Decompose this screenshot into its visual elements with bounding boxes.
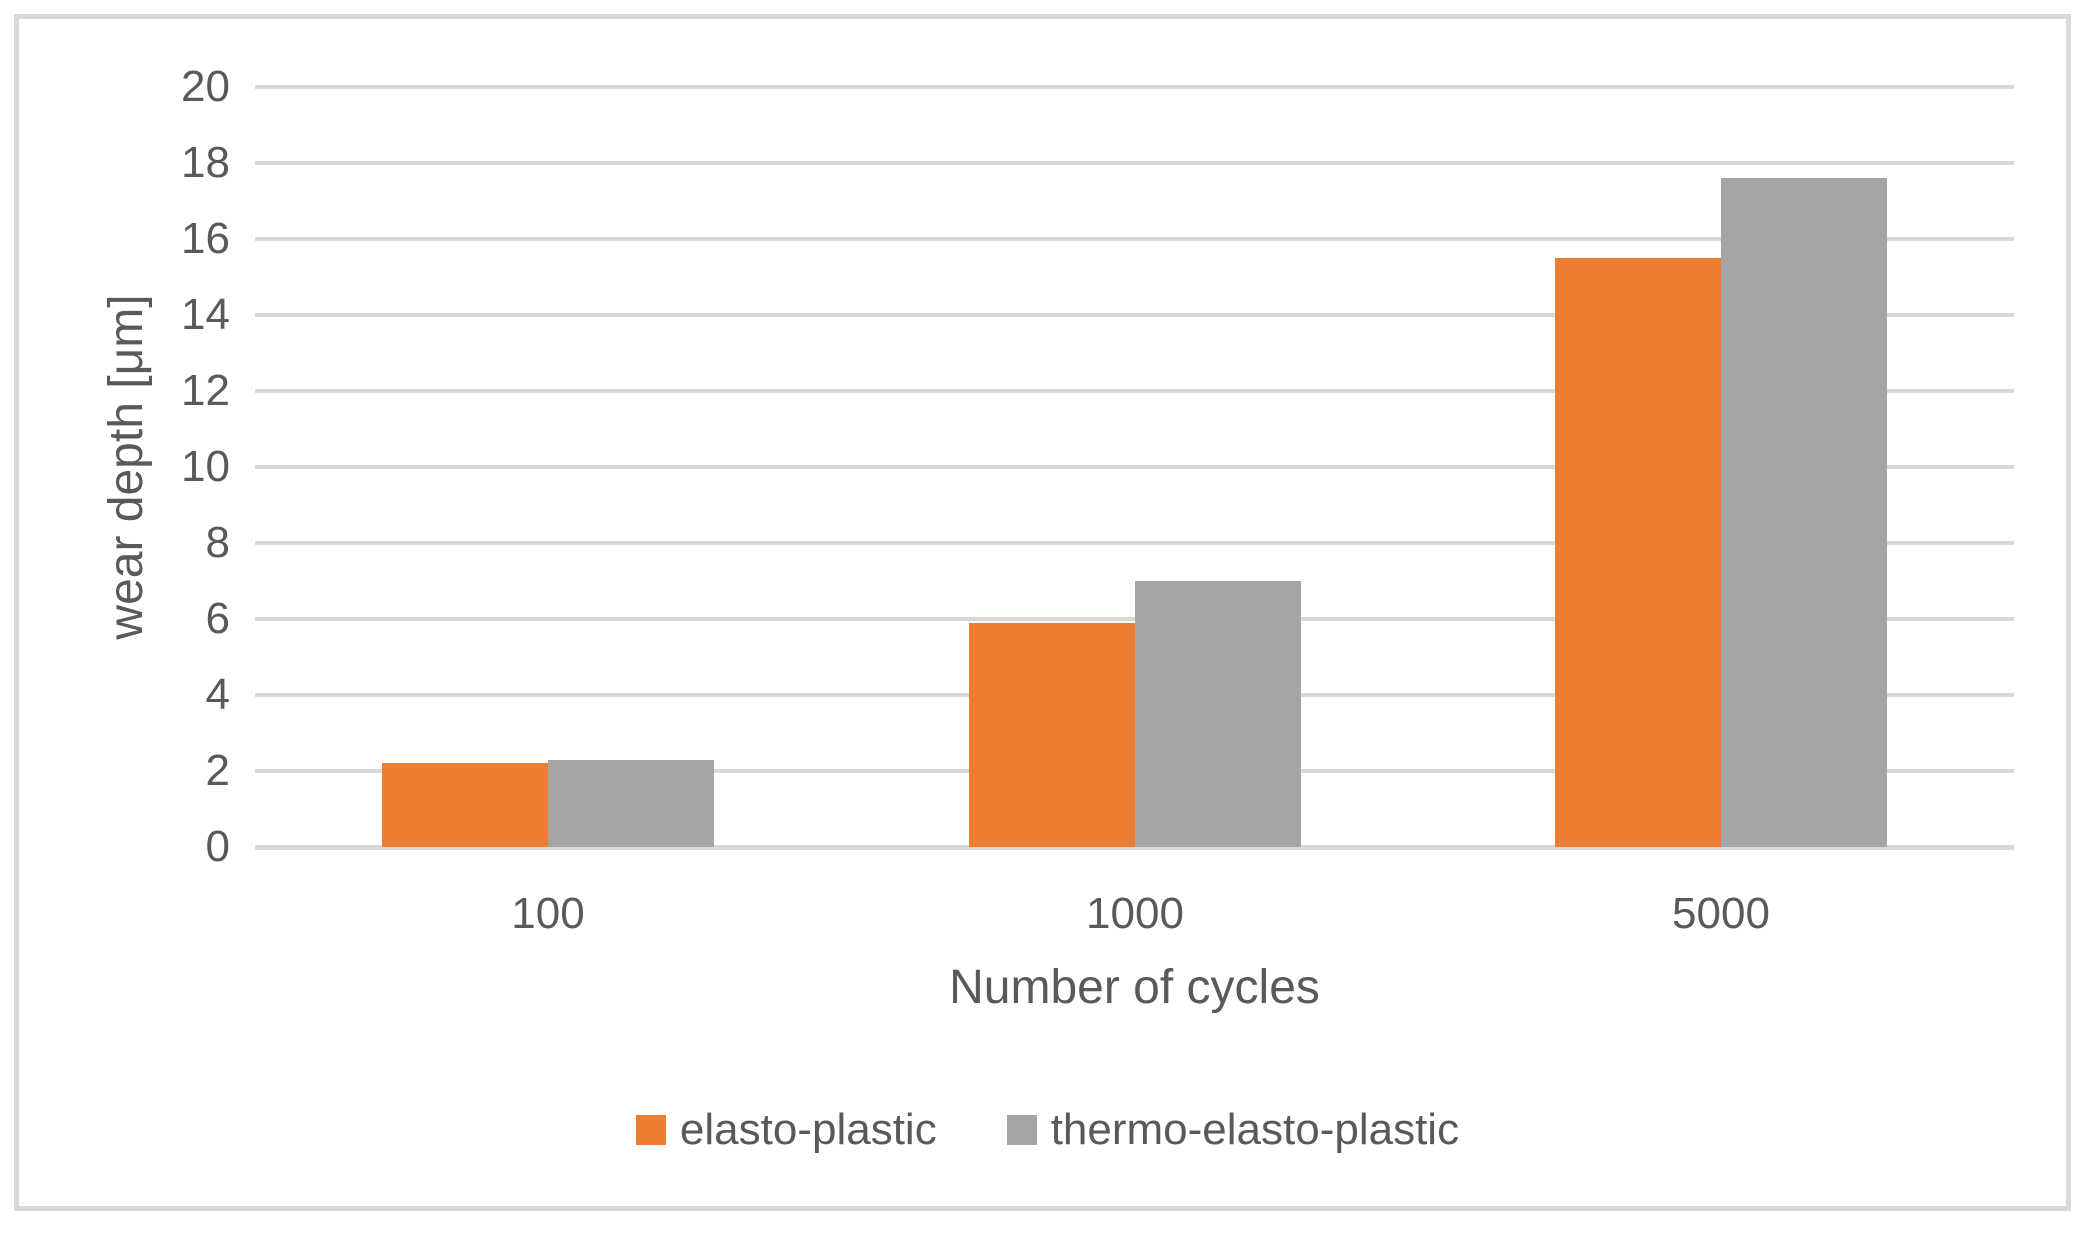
bar-thermo-elasto-plastic — [1135, 581, 1301, 847]
y-tick-label: 14 — [181, 290, 230, 339]
y-tick-label: 4 — [205, 670, 230, 719]
y-tick-label: 18 — [181, 138, 230, 187]
legend-item-elasto-plastic: elasto-plastic — [635, 1104, 937, 1156]
gridline — [255, 161, 2014, 165]
gridline — [255, 617, 2014, 621]
bar-elasto-plastic — [969, 623, 1135, 847]
chart-legend: elasto-plastic thermo-elasto-plastic — [0, 1098, 2095, 1162]
y-tick-label: 8 — [205, 518, 230, 567]
y-tick-label: 16 — [181, 214, 230, 263]
legend-item-thermo-elasto-plastic: thermo-elasto-plastic — [1006, 1104, 1460, 1156]
y-tick-label: 10 — [181, 442, 230, 491]
y-tick-label: 6 — [205, 594, 230, 643]
gridline — [255, 541, 2014, 545]
y-axis-title: wear depth [μm] — [100, 294, 153, 640]
x-axis-title: Number of cycles — [949, 961, 1320, 1014]
x-tick-label: 100 — [511, 889, 585, 938]
bar-thermo-elasto-plastic — [548, 760, 714, 847]
bar-elasto-plastic — [382, 763, 548, 847]
bar-elasto-plastic — [1555, 258, 1721, 847]
x-tick-label: 5000 — [1672, 889, 1770, 938]
y-tick-label: 12 — [181, 366, 230, 415]
x-tick-label: 1000 — [1086, 889, 1184, 938]
gridline — [255, 465, 2014, 469]
legend-label-thermo-elasto-plastic: thermo-elasto-plastic — [1050, 1105, 1460, 1154]
gridline — [255, 237, 2014, 241]
legend-swatch-thermo-elasto-plastic-icon — [1006, 1115, 1037, 1145]
legend-label-elasto-plastic: elasto-plastic — [679, 1105, 937, 1154]
y-tick-label: 2 — [205, 746, 230, 795]
gridline — [255, 313, 2014, 317]
y-tick-label: 20 — [181, 62, 230, 111]
bar-thermo-elasto-plastic — [1721, 178, 1887, 847]
x-axis-line — [255, 845, 2014, 850]
gridline — [255, 389, 2014, 393]
y-tick-label: 0 — [205, 822, 230, 871]
legend-swatch-elasto-plastic-icon — [635, 1115, 666, 1145]
gridline — [255, 85, 2014, 89]
